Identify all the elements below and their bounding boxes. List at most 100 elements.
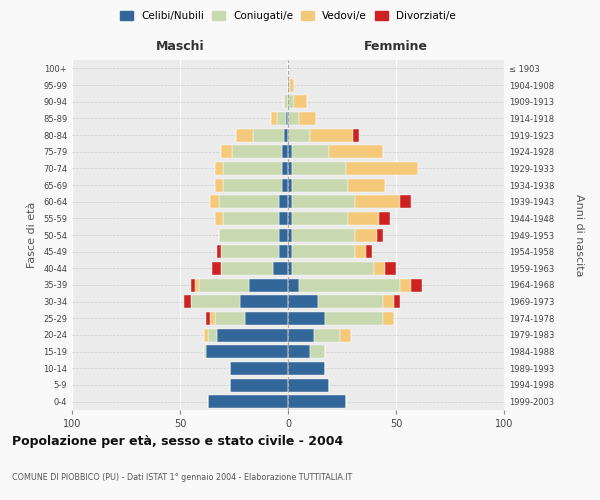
Bar <box>241 295 288 308</box>
Bar <box>284 128 288 141</box>
Text: Femmine: Femmine <box>364 40 428 54</box>
Bar <box>383 312 394 325</box>
Bar <box>288 328 314 342</box>
Bar <box>195 278 199 291</box>
Bar <box>292 212 349 225</box>
Bar <box>281 178 288 192</box>
Bar <box>281 145 288 158</box>
Bar <box>280 195 288 208</box>
Bar <box>288 362 325 375</box>
Bar <box>292 262 374 275</box>
Bar <box>271 112 277 125</box>
Bar <box>219 195 280 208</box>
Bar <box>288 195 292 208</box>
Bar <box>394 295 400 308</box>
Bar <box>288 245 292 258</box>
Bar <box>288 228 292 241</box>
Bar <box>286 112 288 125</box>
Bar <box>199 278 249 291</box>
Bar <box>292 245 355 258</box>
Y-axis label: Fasce di età: Fasce di età <box>28 202 37 268</box>
Bar <box>377 228 383 241</box>
Bar <box>288 112 299 125</box>
Text: Popolazione per età, sesso e stato civile - 2004: Popolazione per età, sesso e stato civil… <box>12 435 343 448</box>
Bar <box>221 145 232 158</box>
Bar <box>288 395 346 408</box>
Bar <box>288 162 292 175</box>
Bar <box>223 212 280 225</box>
Bar <box>223 178 281 192</box>
Bar <box>288 378 329 392</box>
Bar <box>280 212 288 225</box>
Bar <box>299 278 400 291</box>
Bar <box>206 345 288 358</box>
Bar <box>253 128 284 141</box>
Bar <box>215 162 223 175</box>
Bar <box>288 178 292 192</box>
Bar <box>292 195 355 208</box>
Bar <box>349 178 385 192</box>
Bar <box>325 312 383 325</box>
Bar <box>215 178 223 192</box>
Bar <box>245 312 288 325</box>
Bar <box>411 278 422 291</box>
Bar <box>292 228 355 241</box>
Bar <box>288 212 292 225</box>
Bar <box>355 195 400 208</box>
Text: Maschi: Maschi <box>155 40 205 54</box>
Bar <box>346 162 418 175</box>
Bar <box>295 95 307 108</box>
Bar <box>299 112 316 125</box>
Bar <box>310 128 353 141</box>
Bar <box>230 378 288 392</box>
Bar <box>292 162 346 175</box>
Bar <box>288 345 310 358</box>
Bar <box>210 312 215 325</box>
Bar <box>400 278 411 291</box>
Bar <box>290 78 295 92</box>
Bar <box>191 295 241 308</box>
Bar <box>310 345 325 358</box>
Bar <box>288 312 325 325</box>
Bar <box>184 295 191 308</box>
Bar <box>204 345 206 358</box>
Bar <box>221 262 273 275</box>
Bar <box>349 212 379 225</box>
Bar <box>383 295 394 308</box>
Bar <box>366 245 372 258</box>
Bar <box>217 328 288 342</box>
Bar <box>355 228 377 241</box>
Bar <box>353 128 359 141</box>
Bar <box>249 278 288 291</box>
Bar <box>217 245 221 258</box>
Text: COMUNE DI PIOBBICO (PU) - Dati ISTAT 1° gennaio 2004 - Elaborazione TUTTITALIA.I: COMUNE DI PIOBBICO (PU) - Dati ISTAT 1° … <box>12 472 352 482</box>
Bar <box>281 162 288 175</box>
Bar <box>288 128 310 141</box>
Bar <box>204 328 208 342</box>
Bar <box>284 95 288 108</box>
Legend: Celibi/Nubili, Coniugati/e, Vedovi/e, Divorziati/e: Celibi/Nubili, Coniugati/e, Vedovi/e, Di… <box>117 8 459 24</box>
Bar <box>288 278 299 291</box>
Bar <box>280 228 288 241</box>
Bar <box>273 262 288 275</box>
Bar <box>288 295 318 308</box>
Bar <box>355 245 366 258</box>
Bar <box>292 145 329 158</box>
Bar <box>191 278 195 291</box>
Bar <box>288 262 292 275</box>
Bar <box>208 395 288 408</box>
Bar <box>212 262 221 275</box>
Bar <box>288 95 295 108</box>
Bar <box>288 145 292 158</box>
Bar <box>340 328 350 342</box>
Bar <box>385 262 396 275</box>
Y-axis label: Anni di nascita: Anni di nascita <box>574 194 584 276</box>
Bar <box>288 78 290 92</box>
Bar <box>236 128 253 141</box>
Bar <box>230 362 288 375</box>
Bar <box>223 162 281 175</box>
Bar <box>232 145 281 158</box>
Bar <box>206 312 210 325</box>
Bar <box>400 195 411 208</box>
Bar <box>292 178 349 192</box>
